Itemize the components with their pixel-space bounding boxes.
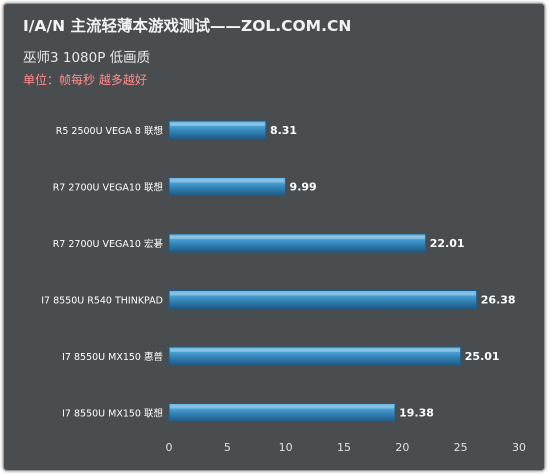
x-tick-label: 0 <box>166 441 173 454</box>
data-label: 9.99 <box>290 181 317 194</box>
x-tick-label: 30 <box>512 441 526 454</box>
chart-subtitle: 巫师3 1080P 低画质 <box>23 50 151 66</box>
data-label: 25.01 <box>465 350 500 363</box>
category-label: R7 2700U VEGA10 联想 <box>53 182 164 194</box>
bar-highlight <box>170 123 265 126</box>
bar-highlight <box>170 292 476 296</box>
bar <box>168 403 396 422</box>
chart-title: I/A/N 主流轻薄本游戏测试——ZOL.COM.CN <box>23 17 352 35</box>
chart-frame: I/A/N 主流轻薄本游戏测试——ZOL.COM.CN 巫师3 1080P 低画… <box>3 3 545 471</box>
plot-area: R5 2500U VEGA 8 联想 8.31 R7 2700U VEGA10 联想… <box>41 120 526 454</box>
category-label: R7 2700U VEGA10 宏碁 <box>53 238 164 250</box>
bar-highlight <box>170 349 460 352</box>
bar <box>168 120 267 140</box>
bar-highlight <box>170 405 395 409</box>
bar-highlight <box>170 236 425 239</box>
unit-note: 单位：帧每秒 越多越好 <box>23 73 147 87</box>
category-label: I7 8550U MX150 惠普 <box>62 351 163 363</box>
bar-highlight <box>170 179 285 183</box>
bar <box>168 346 462 366</box>
category-label: R5 2500U VEGA 8 联想 <box>56 125 164 137</box>
data-label: 19.38 <box>399 407 434 420</box>
category-label: I7 8550U MX150 联想 <box>62 408 163 420</box>
bar <box>168 177 287 196</box>
bar-chart: R5 2500U VEGA 8 联想 8.31 R7 2700U VEGA10 联想… <box>41 120 526 454</box>
data-label: 26.38 <box>481 294 516 307</box>
x-tick-label: 15 <box>337 441 351 454</box>
x-tick-label: 25 <box>454 441 468 454</box>
x-tick-label: 10 <box>279 441 293 454</box>
data-label: 22.01 <box>430 237 465 250</box>
x-tick-label: 5 <box>224 441 231 454</box>
bar <box>168 290 478 309</box>
data-label: 8.31 <box>270 124 297 137</box>
x-tick-label: 20 <box>395 441 409 454</box>
category-label: I7 8550U R540 THINKPAD <box>41 296 163 307</box>
bar <box>168 233 427 253</box>
